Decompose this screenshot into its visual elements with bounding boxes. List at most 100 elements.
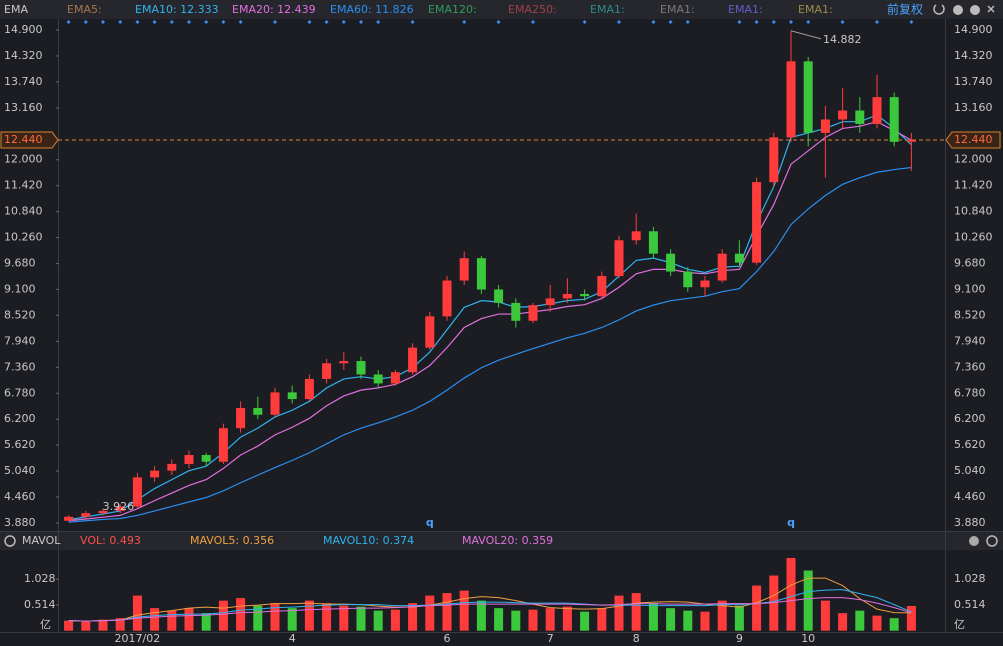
volume-bar <box>786 558 796 631</box>
y-tick-label: 0.514 <box>24 598 56 611</box>
volume-bar <box>304 600 314 631</box>
volume-bar <box>666 608 676 631</box>
volume-bar <box>769 575 779 631</box>
candle-body <box>494 289 504 303</box>
x-tick-label: 6 <box>444 632 451 645</box>
signal-dot <box>771 20 776 24</box>
candle-body <box>132 477 142 507</box>
signal-dot <box>324 20 329 24</box>
signal-dot <box>359 20 363 24</box>
signal-dot <box>875 20 879 24</box>
zoom-in-icon[interactable] <box>953 5 963 15</box>
y-tick-label: 7.360 <box>4 360 36 373</box>
legend-entry: EMA250: <box>508 3 557 16</box>
y-tick-label-right: 8.520 <box>954 308 986 321</box>
candle-body <box>872 97 882 124</box>
signal-dot <box>221 20 226 24</box>
last-price-label-right: 12.440 <box>954 133 993 146</box>
close-icon[interactable] <box>987 5 995 13</box>
candle-body <box>666 253 676 272</box>
signal-dot <box>789 20 793 24</box>
volume-bar <box>752 585 762 631</box>
toolbar-icons <box>4 4 998 547</box>
volume-bar <box>442 593 452 631</box>
signal-dot <box>273 20 277 24</box>
volume-menu-icon[interactable] <box>4 535 16 547</box>
volume-bar <box>872 615 882 631</box>
candle-body <box>64 516 74 521</box>
legend-entry: EMA1: <box>590 3 625 16</box>
signal-dot <box>651 20 656 24</box>
y-tick-label-right: 0.514 <box>954 598 986 611</box>
indicator-name: EMA <box>4 3 28 16</box>
y-tick-label-right: 13.740 <box>954 75 993 88</box>
y-tick-label-right: 3.880 <box>954 516 986 529</box>
signal-dot <box>909 20 914 24</box>
volume-bar <box>580 611 590 631</box>
y-tick-label: 6.200 <box>4 412 36 425</box>
volume-close-icon[interactable] <box>969 536 979 546</box>
volume-bar <box>408 603 418 631</box>
legend-entry: EMA5: <box>67 3 102 16</box>
volume-bar <box>236 598 246 631</box>
y-tick-label: 10.840 <box>4 205 43 218</box>
signal-dot <box>840 20 845 24</box>
signal-marker: q <box>787 516 795 529</box>
y-tick-label: 4.460 <box>4 490 36 503</box>
adjust-button[interactable]: 前复权 <box>887 2 923 17</box>
volume-header-bar <box>0 532 1003 550</box>
ema-line <box>68 114 912 521</box>
y-tick-label: 10.260 <box>4 231 43 244</box>
y-tick-label-right: 7.940 <box>954 334 986 347</box>
zoom-out-icon[interactable] <box>970 5 980 15</box>
undo-icon[interactable] <box>933 4 945 15</box>
legend-entry: VOL: 0.493 <box>80 534 141 547</box>
volume-bar <box>614 595 624 631</box>
volume-bar <box>494 608 504 631</box>
candle-body <box>906 140 916 142</box>
signal-dot <box>135 20 140 24</box>
volume-bar <box>356 606 366 631</box>
candle-body <box>218 428 228 462</box>
volume-bar <box>717 600 727 631</box>
volume-bar <box>734 605 744 631</box>
candle-body <box>700 280 710 288</box>
volume-bar <box>545 608 555 631</box>
x-tick-label: 2017/02 <box>115 632 161 645</box>
signal-dot <box>496 20 501 24</box>
candle-body <box>81 513 91 517</box>
candle-body <box>580 293 590 297</box>
legend-entry: EMA20: 12.439 <box>232 3 316 16</box>
volume-bar <box>115 618 125 631</box>
volume-bar <box>184 608 194 631</box>
x-tick-label: 7 <box>547 632 554 645</box>
candle-body <box>717 253 727 281</box>
signal-dot <box>685 20 690 24</box>
y-tick-label-right: 10.260 <box>954 231 993 244</box>
volume-bar <box>373 610 383 631</box>
candle-body <box>408 347 418 373</box>
signal-dot <box>376 20 381 24</box>
candle-body <box>734 253 744 263</box>
candle-body <box>476 258 486 290</box>
y-tick-label-right: 13.160 <box>954 101 993 114</box>
signal-dot <box>341 20 346 24</box>
candle-body <box>545 298 555 306</box>
signal-dot <box>737 20 742 24</box>
volume-settings-icon[interactable] <box>986 535 998 547</box>
volume-bar <box>390 609 400 631</box>
volume-bar <box>339 605 349 631</box>
y-tick-label-right: 14.320 <box>954 49 993 62</box>
signal-dot <box>169 20 174 24</box>
volume-bar <box>562 606 572 631</box>
candle-body <box>528 305 538 321</box>
y-tick-label-right: 10.840 <box>954 205 993 218</box>
y-tick-label: 1.028 <box>24 572 56 585</box>
volume-bar <box>253 605 263 631</box>
volume-bar <box>700 611 710 631</box>
candle-body <box>597 276 607 297</box>
candle-body <box>339 361 349 364</box>
candle-body <box>631 231 641 241</box>
y-tick-label: 9.680 <box>4 257 36 270</box>
volume-bar <box>528 609 538 631</box>
